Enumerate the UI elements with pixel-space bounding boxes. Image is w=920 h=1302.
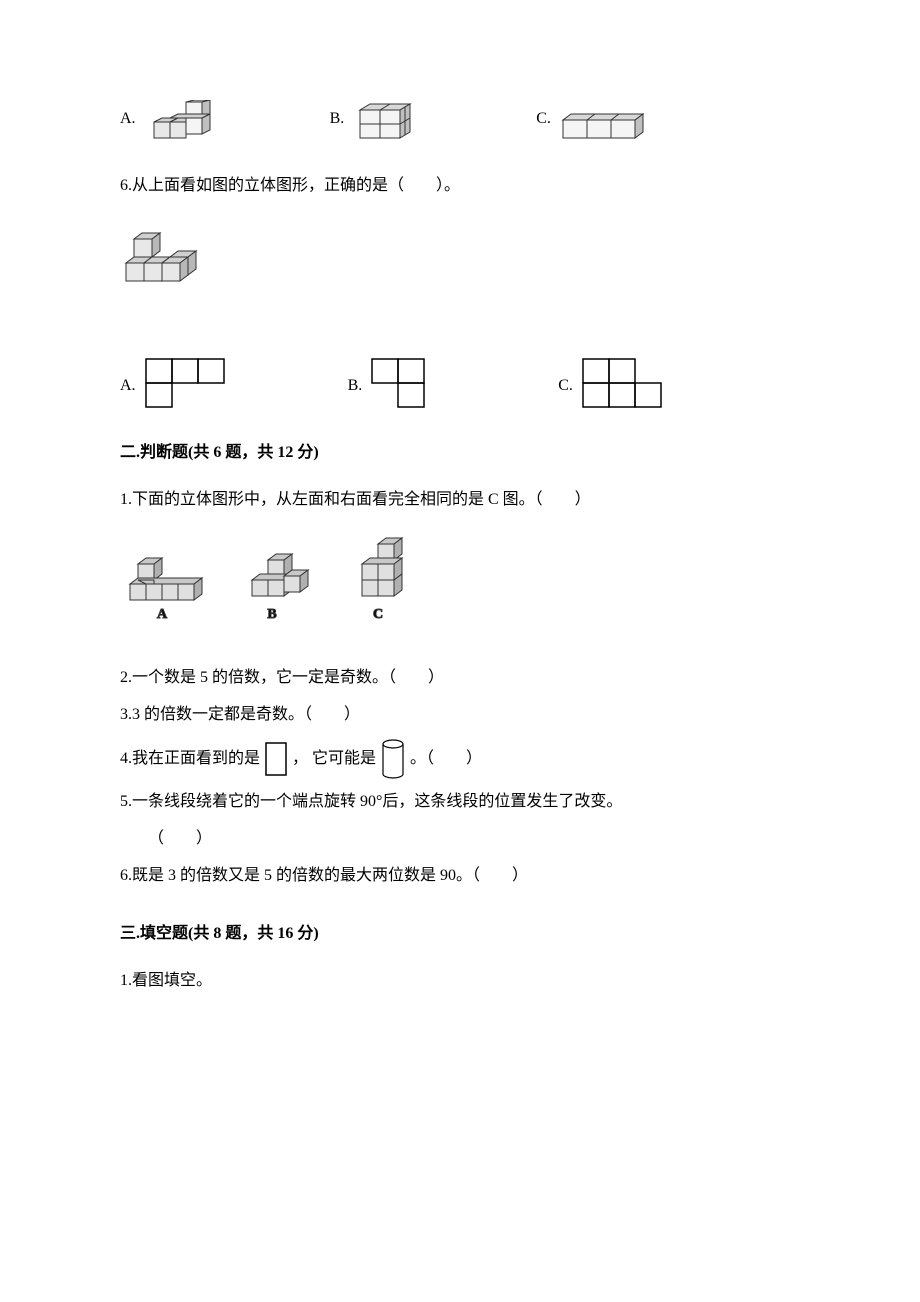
q6-option-c-label: C. (558, 372, 573, 401)
q6-figure-wrapper (120, 231, 800, 295)
q6-option-a-figure (142, 355, 228, 409)
q6-option-a: A. (120, 355, 228, 409)
q5-option-a-figure (142, 100, 220, 142)
q5-option-a: A. (120, 100, 220, 142)
q6-option-b-label: B. (348, 372, 363, 401)
q6-text: 6.从上面看如图的立体图形，正确的是（ ）。 (120, 172, 800, 201)
q6-option-c: C. (558, 355, 665, 409)
q5-options-row: A. B. (120, 100, 800, 142)
s2-q4-pre: 4.我在正面看到的是 (120, 745, 260, 774)
s2-q1-figures: A B (120, 534, 800, 634)
q5-option-c-figure (557, 112, 651, 142)
q6-3d-figure (120, 231, 210, 295)
s2-q6: 6.既是 3 的倍数又是 5 的倍数的最大两位数是 90。（ ） (120, 862, 800, 891)
s2-q4: 4.我在正面看到的是 ， 它可能是 。（ ） (120, 738, 800, 780)
s2-q5-line1: 5.一条线段绕着它的一个端点旋转 90°后，这条线段的位置发生了改变。 (120, 788, 800, 817)
q5-option-c: C. (536, 112, 651, 142)
q6-option-c-figure (579, 355, 665, 409)
s2-q5-line2: （ ） (120, 825, 800, 854)
s2-q4-mid: ， 它可能是 (292, 745, 376, 774)
section2-header: 二.判断题(共 6 题，共 12 分) (120, 439, 800, 468)
s2-q3: 3.3 的倍数一定都是奇数。（ ） (120, 701, 800, 730)
s2-q4-rect-icon (264, 741, 288, 777)
svg-text:B: B (267, 607, 276, 622)
q6-option-b-figure (368, 355, 428, 409)
section3-header: 三.填空题(共 8 题，共 16 分) (120, 920, 800, 949)
q5-option-a-label: A. (120, 105, 136, 134)
s2-q2: 2.一个数是 5 的倍数，它一定是奇数。（ ） (120, 664, 800, 693)
q6-options-row: A. B. C. (120, 355, 800, 409)
q5-option-c-label: C. (536, 105, 551, 134)
q6-option-a-label: A. (120, 372, 136, 401)
s2-q4-post: 。（ ） (410, 745, 482, 774)
q5-option-b-label: B. (330, 105, 345, 134)
q6-option-b: B. (348, 355, 429, 409)
q5-option-b: B. (330, 102, 427, 142)
q5-option-b-figure (350, 102, 426, 142)
s2-q1: 1.下面的立体图形中，从左面和右面看完全相同的是 C 图。（ ） (120, 486, 800, 515)
svg-text:A: A (157, 607, 168, 622)
s3-q1: 1.看图填空。 (120, 967, 800, 996)
s2-q4-cylinder-icon (380, 738, 406, 780)
s2-q1-abc-svg: A B (120, 534, 440, 634)
svg-text:C: C (373, 607, 383, 622)
